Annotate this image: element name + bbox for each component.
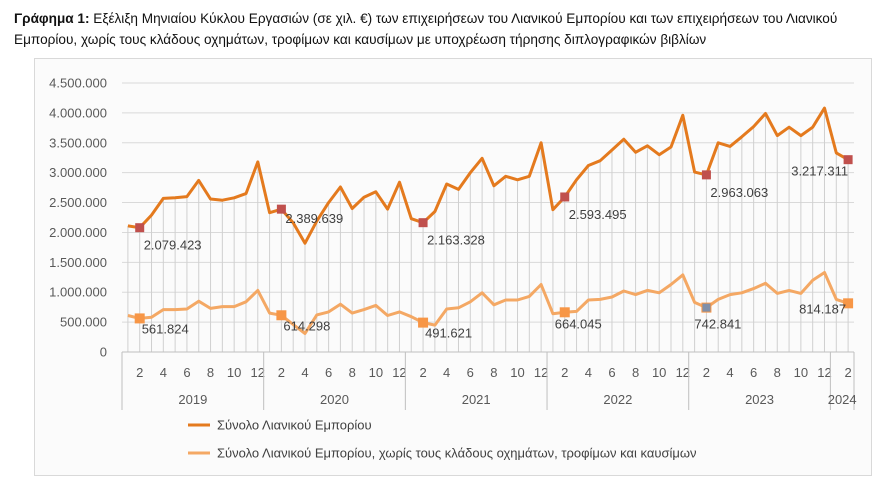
y-tick-label: 4.000.000	[49, 105, 107, 120]
x-tick-label-month: 2	[136, 365, 143, 380]
data-label: 2.963.063	[710, 185, 768, 200]
x-tick-label-month: 12	[817, 365, 831, 380]
x-tick-label-month: 4	[301, 365, 308, 380]
x-tick-label-month: 6	[325, 365, 332, 380]
x-tick-label-month: 2	[703, 365, 710, 380]
data-marker	[135, 223, 145, 233]
data-label: 2.163.328	[427, 233, 485, 248]
x-tick-label-month: 6	[608, 365, 615, 380]
data-label: 3.217.311	[791, 164, 848, 179]
x-tick-label-month: 12	[251, 365, 265, 380]
legend-label: Σύνολο Λιανικού Εμπορίου, χωρίς τους κλά…	[217, 446, 697, 461]
chart-title-text: Εξέλιξη Μηνιαίου Κύκλου Εργασιών (σε χιλ…	[14, 11, 838, 47]
y-tick-label: 4.500.000	[49, 76, 107, 91]
data-label: 2.389.639	[285, 211, 343, 226]
x-tick-label-year: 2024	[828, 392, 857, 407]
x-tick-label-month: 10	[369, 365, 383, 380]
data-marker	[276, 204, 286, 214]
chart-frame	[34, 58, 872, 476]
data-label: 814.187	[799, 301, 846, 316]
data-label: 561.824	[142, 321, 189, 336]
chart-title: Γράφημα 1: Εξέλιξη Μηνιαίου Κύκλου Εργασ…	[14, 8, 884, 50]
x-tick-label-month: 8	[207, 365, 214, 380]
data-marker	[843, 298, 854, 309]
x-tick-label-year: 2022	[603, 392, 632, 407]
data-label: 664.045	[555, 316, 602, 331]
x-tick-label-month: 4	[726, 365, 733, 380]
data-marker	[701, 302, 712, 313]
data-label: 491.621	[425, 326, 472, 341]
x-tick-label-year: 2023	[745, 392, 774, 407]
data-marker	[276, 310, 287, 321]
series-line-total	[127, 106, 849, 245]
x-tick-label-month: 12	[534, 365, 548, 380]
x-tick-label-year: 2021	[462, 392, 491, 407]
legend-label: Σύνολο Λιανικού Εμπορίου	[217, 418, 372, 433]
x-tick-label-month: 10	[652, 365, 666, 380]
x-tick-label-month: 2	[561, 365, 568, 380]
data-marker	[418, 317, 429, 328]
x-tick-label-month: 4	[443, 365, 450, 380]
x-tick-label-month: 10	[510, 365, 524, 380]
data-marker	[559, 307, 570, 318]
x-tick-label-month: 12	[676, 365, 690, 380]
x-tick-label-year: 2020	[320, 392, 349, 407]
x-tick-label-month: 6	[183, 365, 190, 380]
x-tick-label-month: 2	[844, 365, 851, 380]
y-tick-label: 1.500.000	[49, 255, 107, 270]
x-tick-label-month: 2	[278, 365, 285, 380]
data-marker	[560, 192, 570, 202]
data-label: 742.841	[694, 317, 741, 332]
x-tick-label-year: 2019	[178, 392, 207, 407]
x-tick-label-month: 8	[632, 365, 639, 380]
data-marker	[701, 170, 711, 180]
y-tick-label: 3.000.000	[49, 165, 107, 180]
data-marker	[134, 313, 145, 324]
y-tick-label: 500.000	[60, 315, 107, 330]
x-tick-label-month: 10	[794, 365, 808, 380]
x-tick-label-month: 4	[585, 365, 592, 380]
data-label: 614.298	[283, 318, 330, 333]
x-tick-label-month: 2	[419, 365, 426, 380]
data-label: 2.593.495	[569, 207, 627, 222]
x-tick-label-month: 8	[774, 365, 781, 380]
x-tick-label-month: 8	[490, 365, 497, 380]
x-tick-label-month: 4	[160, 365, 167, 380]
x-tick-label-month: 8	[349, 365, 356, 380]
x-tick-label-month: 12	[392, 365, 406, 380]
y-tick-label: 0	[100, 345, 107, 360]
chart-title-prefix: Γράφημα 1:	[14, 11, 90, 26]
y-tick-label: 2.000.000	[49, 225, 107, 240]
x-tick-label-month: 10	[227, 365, 241, 380]
data-marker	[418, 218, 428, 228]
x-tick-label-month: 6	[467, 365, 474, 380]
data-marker	[843, 155, 853, 165]
x-tick-label-month: 6	[750, 365, 757, 380]
data-label: 2.079.423	[144, 238, 202, 253]
y-tick-label: 3.500.000	[49, 135, 107, 150]
series-line-excl	[127, 271, 849, 335]
y-tick-label: 2.500.000	[49, 195, 107, 210]
y-tick-label: 1.000.000	[49, 285, 107, 300]
